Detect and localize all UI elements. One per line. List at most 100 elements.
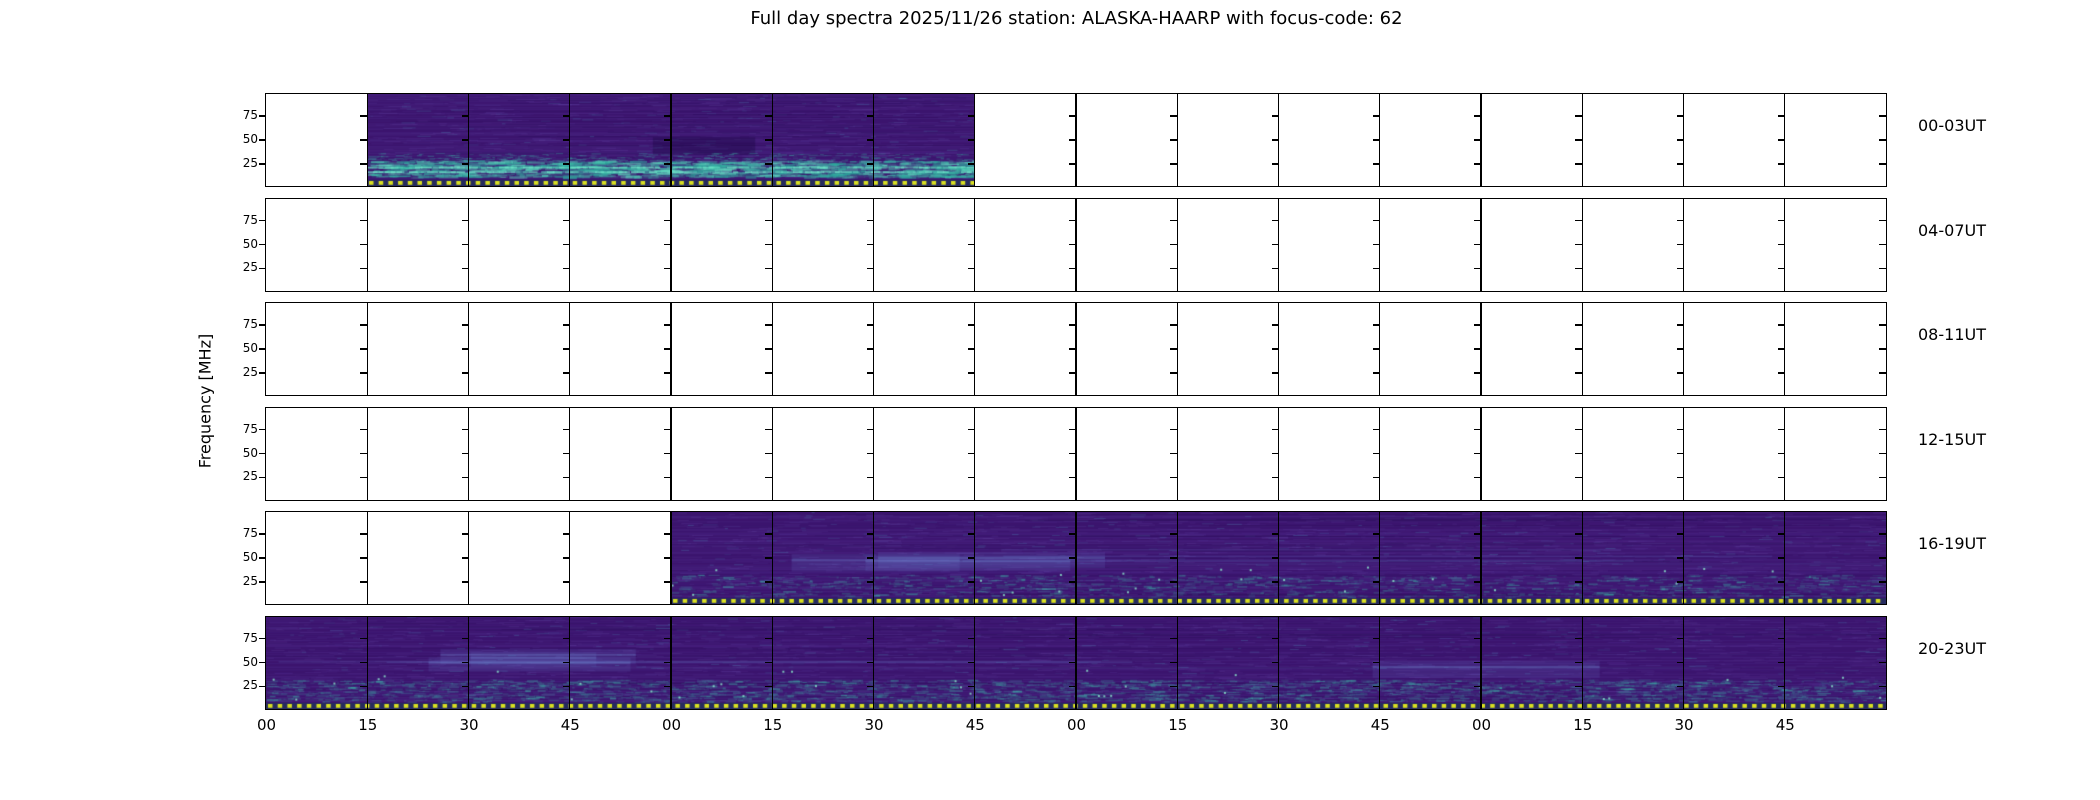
y-tick-mark (1777, 139, 1785, 141)
y-tick-mark (1474, 163, 1481, 165)
y-tick-mark (1879, 661, 1886, 664)
y-tick-mark (1676, 163, 1684, 165)
y-tick-mark (1271, 139, 1279, 141)
y-tick-mark (1676, 581, 1684, 583)
row-label: 00-03UT (1918, 116, 1986, 135)
y-tick-mark (1271, 452, 1279, 455)
y-tick-mark (1271, 428, 1279, 431)
y-tick-mark (1271, 372, 1279, 374)
y-tick-mark (1879, 533, 1886, 535)
y-tick-mark (866, 557, 874, 559)
y-tick-mark (259, 219, 266, 222)
y-tick-mark (1879, 348, 1886, 350)
y-tick-mark (1777, 452, 1785, 455)
y-tick-mark (866, 267, 874, 270)
y-tick-mark (1170, 348, 1178, 350)
y-tick-mark (1170, 219, 1178, 222)
y-tick-mark (664, 163, 671, 165)
y-tick-mark (461, 533, 469, 535)
y-tick-mark (1474, 115, 1481, 117)
x-tick-label: 30 (459, 716, 479, 734)
y-tick-mark (1069, 243, 1076, 246)
y-tick-mark (866, 348, 874, 350)
y-tick-mark (1170, 163, 1178, 165)
y-tick-mark (1879, 637, 1886, 640)
y-tick-mark (1372, 243, 1380, 246)
y-tick-mark (562, 163, 570, 165)
y-tick-label: 25 (242, 364, 258, 379)
y-tick-mark (1777, 533, 1785, 535)
y-tick-mark (1170, 324, 1178, 326)
y-tick-mark (360, 581, 368, 583)
y-tick-mark (765, 533, 773, 535)
y-tick-mark (1069, 661, 1076, 664)
y-tick-mark (1879, 163, 1886, 165)
y-tick-mark (765, 685, 773, 688)
y-tick-mark (866, 219, 874, 222)
y-tick-mark (1777, 115, 1785, 117)
y-tick-mark (664, 428, 671, 431)
y-tick-mark (1069, 557, 1076, 559)
y-tick-mark (664, 476, 671, 479)
y-tick-mark (866, 243, 874, 246)
y-tick-label: 50 (242, 236, 258, 251)
y-tick-mark (1372, 661, 1380, 664)
y-tick-mark (1170, 476, 1178, 479)
y-tick-mark (1575, 243, 1583, 246)
y-tick-mark (1676, 533, 1684, 535)
y-tick-mark (1777, 476, 1785, 479)
y-tick-mark (1372, 452, 1380, 455)
y-tick-mark (461, 581, 469, 583)
y-tick-label: 25 (242, 260, 258, 275)
y-tick-mark (1879, 324, 1886, 326)
y-tick-mark (1676, 372, 1684, 374)
y-tick-mark (1777, 661, 1785, 664)
y-tick-mark (1474, 348, 1481, 350)
y-tick-mark (1676, 476, 1684, 479)
y-tick-mark (461, 243, 469, 246)
y-tick-mark (1676, 452, 1684, 455)
y-tick-mark (1170, 557, 1178, 559)
y-tick-mark (1879, 557, 1886, 559)
y-tick-mark (562, 348, 570, 350)
y-tick-mark (461, 452, 469, 455)
y-tick-mark (1676, 139, 1684, 141)
y-tick-label: 50 (242, 132, 258, 146)
y-tick-mark (360, 557, 368, 559)
y-tick-mark (1777, 685, 1785, 688)
y-tick-mark (1170, 243, 1178, 246)
y-tick-mark (967, 115, 975, 117)
y-tick-mark (1372, 219, 1380, 222)
y-tick-mark (1069, 324, 1076, 326)
y-tick-mark (866, 581, 874, 583)
y-tick-mark (562, 661, 570, 664)
y-tick-mark (1474, 139, 1481, 141)
y-tick-mark (967, 428, 975, 431)
y-tick-mark (1069, 115, 1076, 117)
y-tick-mark (360, 324, 368, 326)
y-tick-label: 75 (242, 212, 258, 227)
y-tick-mark (967, 163, 975, 165)
spectra-row-00-03UT (259, 93, 1887, 187)
y-tick-mark (1575, 348, 1583, 350)
y-tick-mark (866, 324, 874, 326)
y-tick-mark (1170, 661, 1178, 664)
y-tick-label: 75 (242, 526, 258, 541)
row-label: 04-07UT (1918, 220, 1986, 240)
y-tick-mark (1777, 267, 1785, 270)
y-tick-mark (562, 219, 570, 222)
y-tick-mark (1575, 533, 1583, 535)
row-label: 20-23UT (1918, 638, 1986, 658)
y-tick-mark (1879, 243, 1886, 246)
y-tick-mark (259, 476, 266, 479)
y-tick-mark (866, 476, 874, 479)
y-tick-mark (967, 324, 975, 326)
y-tick-mark (562, 581, 570, 583)
y-tick-mark (1676, 348, 1684, 350)
y-tick-mark (1575, 581, 1583, 583)
row-label: 08-11UT (1918, 325, 1986, 344)
row-label: 16-19UT (1918, 534, 1986, 553)
y-tick-mark (1170, 372, 1178, 374)
y-tick-label: 25 (242, 678, 258, 693)
y-tick-mark (1777, 428, 1785, 431)
